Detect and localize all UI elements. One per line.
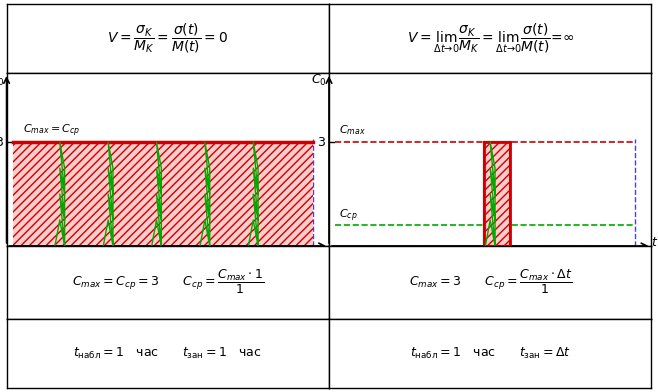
- Text: $t$: $t$: [651, 236, 658, 249]
- Text: $C_{max}$: $C_{max}$: [339, 123, 365, 137]
- Text: $t_{\text{набл}}=1\quad\text{час}\qquad t_{\text{зан}}=1\quad\text{час}$: $t_{\text{набл}}=1\quad\text{час}\qquad …: [74, 346, 262, 361]
- Text: $t$: $t$: [328, 236, 336, 249]
- Text: $C_{max}=C_{cp}=3\qquad C_{cp}=\dfrac{C_{max}\cdot 1}{1}$: $C_{max}=C_{cp}=3\qquad C_{cp}=\dfrac{C_…: [72, 269, 264, 296]
- Text: $V=\dfrac{\sigma_K}{M_K}=\dfrac{\sigma(t)}{M(t)}=0$: $V=\dfrac{\sigma_K}{M_K}=\dfrac{\sigma(t…: [107, 22, 228, 55]
- Text: $C_0$: $C_0$: [311, 73, 327, 87]
- Text: $\Delta t$: $\Delta t$: [489, 257, 505, 270]
- Bar: [13, 142, 313, 246]
- Text: 3: 3: [317, 136, 325, 149]
- Text: $C_{max}=C_{cp}$: $C_{max}=C_{cp}$: [22, 123, 80, 140]
- Text: 1 час: 1 час: [144, 274, 182, 287]
- Text: $V=\lim_{\Delta t\to 0}\dfrac{\sigma_K}{M_K}=\lim_{\Delta t\to 0}\dfrac{\sigma(t: $V=\lim_{\Delta t\to 0}\dfrac{\sigma_K}{…: [407, 22, 574, 55]
- Text: $C_0$: $C_0$: [0, 73, 5, 87]
- Text: $C_{cp}$: $C_{cp}$: [339, 208, 357, 224]
- Text: $t_{\text{набл}}=1\quad\text{час}\qquad t_{\text{зан}}=\Delta t$: $t_{\text{набл}}=1\quad\text{час}\qquad …: [409, 346, 571, 361]
- Text: 1 час: 1 час: [467, 287, 504, 301]
- Bar: [484, 142, 509, 246]
- Text: $C_{max}=3\qquad C_{cp}=\dfrac{C_{max}\cdot\Delta t}{1}$: $C_{max}=3\qquad C_{cp}=\dfrac{C_{max}\c…: [409, 269, 572, 296]
- Text: 3: 3: [0, 136, 3, 149]
